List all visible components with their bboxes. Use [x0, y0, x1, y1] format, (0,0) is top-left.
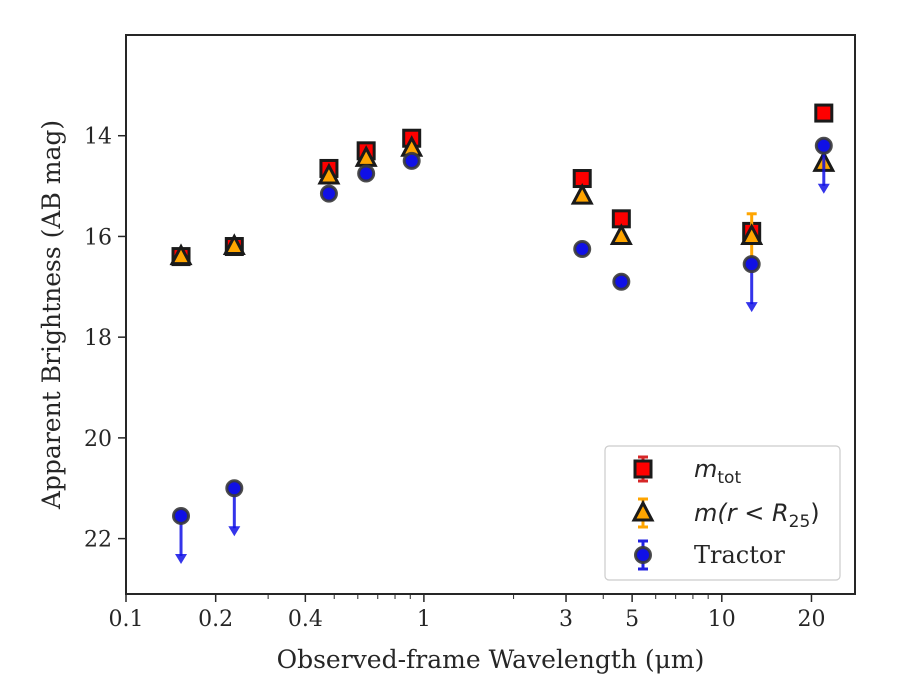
point-m_r25 — [317, 162, 341, 185]
x-tick-label: 10 — [708, 607, 736, 632]
x-axis-label: Observed-frame Wavelength (μm) — [277, 645, 705, 674]
y-tick-label: 16 — [84, 225, 112, 250]
legend-label-tail: ) — [810, 499, 819, 527]
legend-label-m_tot: mtot — [694, 455, 741, 488]
point-tractor — [573, 240, 592, 259]
point-m_tot — [814, 103, 834, 123]
legend: mtot m(r < R25) Tractor — [604, 445, 841, 581]
legend-label-main: m — [694, 455, 717, 483]
legend-label-main: Tractor — [694, 541, 785, 569]
y-tick-label: 14 — [84, 125, 112, 150]
upper-limit-head — [175, 553, 188, 564]
series-m_r25 — [169, 135, 836, 266]
x-tick-label: 0.2 — [198, 607, 233, 632]
point-m_r25 — [570, 182, 594, 205]
point-tractor — [319, 184, 338, 203]
legend-box — [604, 445, 841, 581]
plot-marks — [169, 103, 836, 564]
x-tick-label: 3 — [559, 607, 573, 632]
point-tractor — [225, 479, 244, 498]
point-tractor — [612, 272, 631, 291]
x-tick-label: 0.4 — [288, 607, 323, 632]
x-tick-label: 0.1 — [109, 607, 144, 632]
upper-limit-head — [817, 183, 830, 194]
legend-label-subscript: tot — [717, 468, 741, 488]
point-tractor — [357, 164, 376, 183]
point-m_r25 — [222, 233, 246, 256]
point-tractor — [742, 255, 761, 274]
point-m_r25 — [169, 243, 193, 266]
y-tick-label: 20 — [84, 427, 112, 452]
legend-marker-tractor — [634, 546, 652, 564]
plot-frame — [125, 34, 856, 595]
y-tick-label: 18 — [84, 326, 112, 351]
y-axis-label: Apparent Brightness (AB mag) — [37, 120, 66, 510]
series-tractor — [172, 136, 833, 564]
x-tick-label: 1 — [417, 607, 431, 632]
series-m_tot — [171, 103, 834, 267]
point-tractor — [402, 151, 421, 170]
x-tick-label: 5 — [625, 607, 639, 632]
legend-marker-m_tot — [633, 459, 653, 479]
legend-label-subscript: 25 — [789, 512, 811, 532]
axis-ticks: 0.1 0.2 0.4 1 3 5 10 20 14 16 18 20 22 — [84, 125, 825, 632]
legend-marker-m_r25 — [631, 499, 655, 522]
point-m_r25 — [609, 223, 633, 245]
upper-limit-head — [228, 526, 241, 537]
upper-limit-head — [745, 302, 758, 313]
y-tick-label: 22 — [84, 528, 112, 553]
legend-label-m_r25: m(r < R25) — [694, 499, 820, 532]
legend-label-tractor: Tractor — [694, 541, 785, 569]
legend-label-main: m(r < R — [694, 499, 789, 527]
point-m_r25 — [740, 223, 764, 245]
point-tractor — [172, 506, 191, 525]
point-tractor — [814, 136, 833, 155]
x-tick-label: 20 — [797, 607, 825, 632]
